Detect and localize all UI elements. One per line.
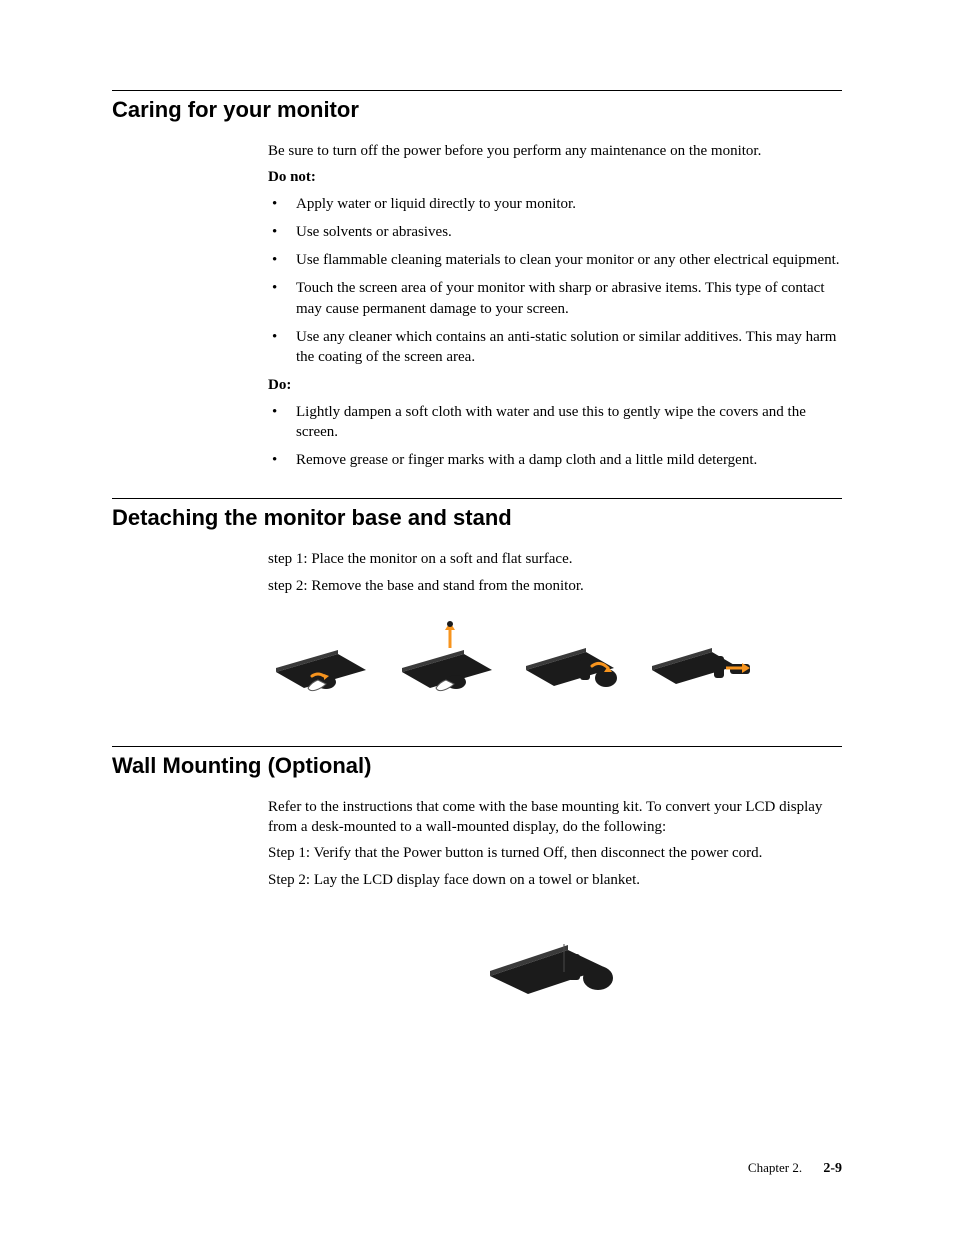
heading-detaching: Detaching the monitor base and stand — [112, 505, 842, 531]
list-item: Use solvents or abrasives. — [268, 222, 842, 242]
detaching-step1: step 1: Place the monitor on a soft and … — [268, 549, 842, 569]
list-item: Remove grease or finger marks with a dam… — [268, 450, 842, 470]
caring-body: Be sure to turn off the power before you… — [268, 141, 842, 470]
wall-mount-figure — [480, 914, 630, 1004]
list-item: Use any cleaner which contains an anti-s… — [268, 327, 842, 368]
do-label: Do: — [268, 375, 842, 395]
section-rule — [112, 90, 842, 91]
wall-body: Refer to the instructions that come with… — [268, 797, 842, 1004]
list-item: Apply water or liquid directly to your m… — [268, 194, 842, 214]
heading-caring: Caring for your monitor — [112, 97, 842, 123]
wall-step2: Step 2: Lay the LCD display face down on… — [268, 870, 842, 890]
detach-step-3 — [520, 614, 628, 692]
wall-intro: Refer to the instructions that come with… — [268, 797, 842, 838]
detach-step-2 — [394, 614, 502, 692]
list-item: Lightly dampen a soft cloth with water a… — [268, 402, 842, 443]
detach-step-1 — [268, 614, 376, 692]
wall-step1: Step 1: Verify that the Power button is … — [268, 843, 842, 863]
section-rule — [112, 498, 842, 499]
footer-chapter: Chapter 2. — [748, 1160, 802, 1175]
footer-page-number: 2-9 — [823, 1161, 842, 1176]
section-rule — [112, 746, 842, 747]
donot-list: Apply water or liquid directly to your m… — [268, 194, 842, 368]
page-footer: Chapter 2. 2-9 — [748, 1160, 842, 1177]
caring-intro: Be sure to turn off the power before you… — [268, 141, 842, 161]
list-item: Touch the screen area of your monitor wi… — [268, 278, 842, 319]
detaching-body: step 1: Place the monitor on a soft and … — [268, 549, 842, 596]
wall-figure-wrap — [268, 914, 842, 1004]
detach-step-4 — [646, 614, 754, 692]
donot-label: Do not: — [268, 167, 842, 187]
heading-wall: Wall Mounting (Optional) — [112, 753, 842, 779]
manual-page: Caring for your monitor Be sure to turn … — [0, 0, 954, 1235]
list-item: Use flammable cleaning materials to clea… — [268, 250, 842, 270]
do-list: Lightly dampen a soft cloth with water a… — [268, 402, 842, 471]
detaching-step2: step 2: Remove the base and stand from t… — [268, 576, 842, 596]
detach-figure-row — [268, 614, 842, 692]
